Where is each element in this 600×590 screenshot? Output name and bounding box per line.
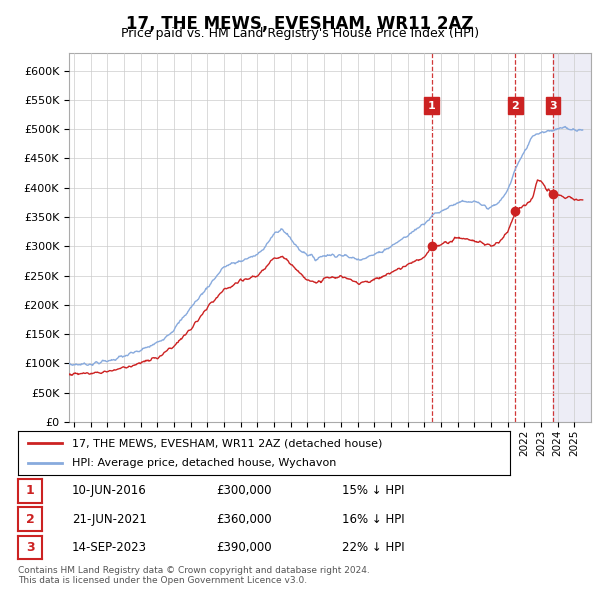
Text: £360,000: £360,000 xyxy=(216,513,272,526)
Text: 16% ↓ HPI: 16% ↓ HPI xyxy=(342,513,404,526)
Text: HPI: Average price, detached house, Wychavon: HPI: Average price, detached house, Wych… xyxy=(72,458,337,467)
Text: 2: 2 xyxy=(26,513,34,526)
Text: £390,000: £390,000 xyxy=(216,541,272,554)
Text: Price paid vs. HM Land Registry's House Price Index (HPI): Price paid vs. HM Land Registry's House … xyxy=(121,27,479,40)
Text: 10-JUN-2016: 10-JUN-2016 xyxy=(72,484,147,497)
Text: 2: 2 xyxy=(512,101,520,111)
Text: 21-JUN-2021: 21-JUN-2021 xyxy=(72,513,147,526)
Text: 1: 1 xyxy=(26,484,34,497)
Text: 17, THE MEWS, EVESHAM, WR11 2AZ: 17, THE MEWS, EVESHAM, WR11 2AZ xyxy=(126,15,474,33)
Text: 17, THE MEWS, EVESHAM, WR11 2AZ (detached house): 17, THE MEWS, EVESHAM, WR11 2AZ (detache… xyxy=(72,438,382,448)
Text: 14-SEP-2023: 14-SEP-2023 xyxy=(72,541,147,554)
Bar xyxy=(553,53,591,422)
Text: 22% ↓ HPI: 22% ↓ HPI xyxy=(342,541,404,554)
Text: Contains HM Land Registry data © Crown copyright and database right 2024.: Contains HM Land Registry data © Crown c… xyxy=(18,566,370,575)
Text: 3: 3 xyxy=(549,101,557,111)
Text: 1: 1 xyxy=(428,101,436,111)
Text: This data is licensed under the Open Government Licence v3.0.: This data is licensed under the Open Gov… xyxy=(18,576,307,585)
Text: 3: 3 xyxy=(26,541,34,554)
Text: £300,000: £300,000 xyxy=(216,484,271,497)
Text: 15% ↓ HPI: 15% ↓ HPI xyxy=(342,484,404,497)
